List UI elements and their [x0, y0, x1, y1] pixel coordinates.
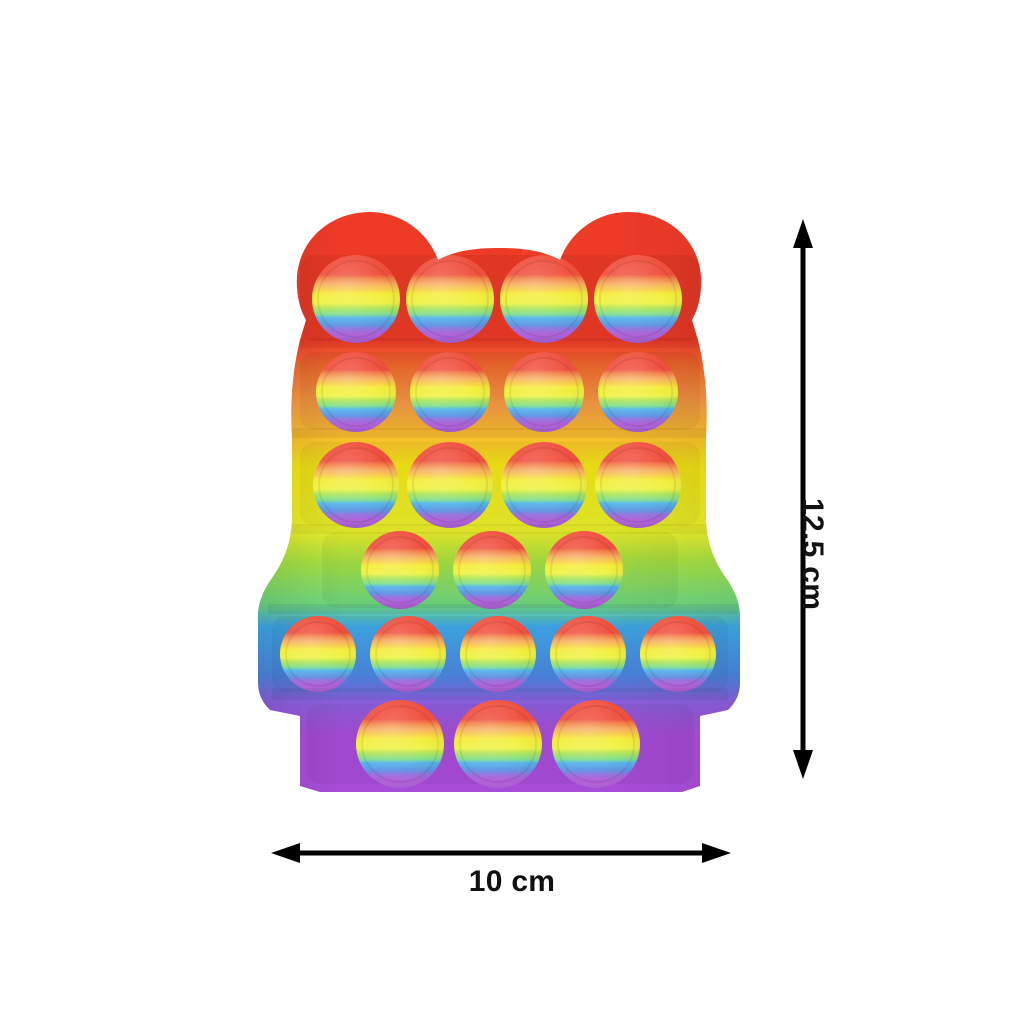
width-dimension-label: 10 cm [468, 865, 556, 898]
height-dimension-arrow [793, 219, 813, 779]
width-dimension-arrow [271, 843, 731, 863]
bubble-row-yellow [280, 442, 720, 534]
bubble-row-red [280, 255, 720, 348]
bubble-row-orange [280, 352, 720, 438]
bubble-row-green [268, 531, 738, 614]
height-dimension-label: 12.5 cm [796, 498, 829, 611]
bubble-row-blue [272, 616, 728, 700]
bubble-row-purple [306, 700, 694, 788]
